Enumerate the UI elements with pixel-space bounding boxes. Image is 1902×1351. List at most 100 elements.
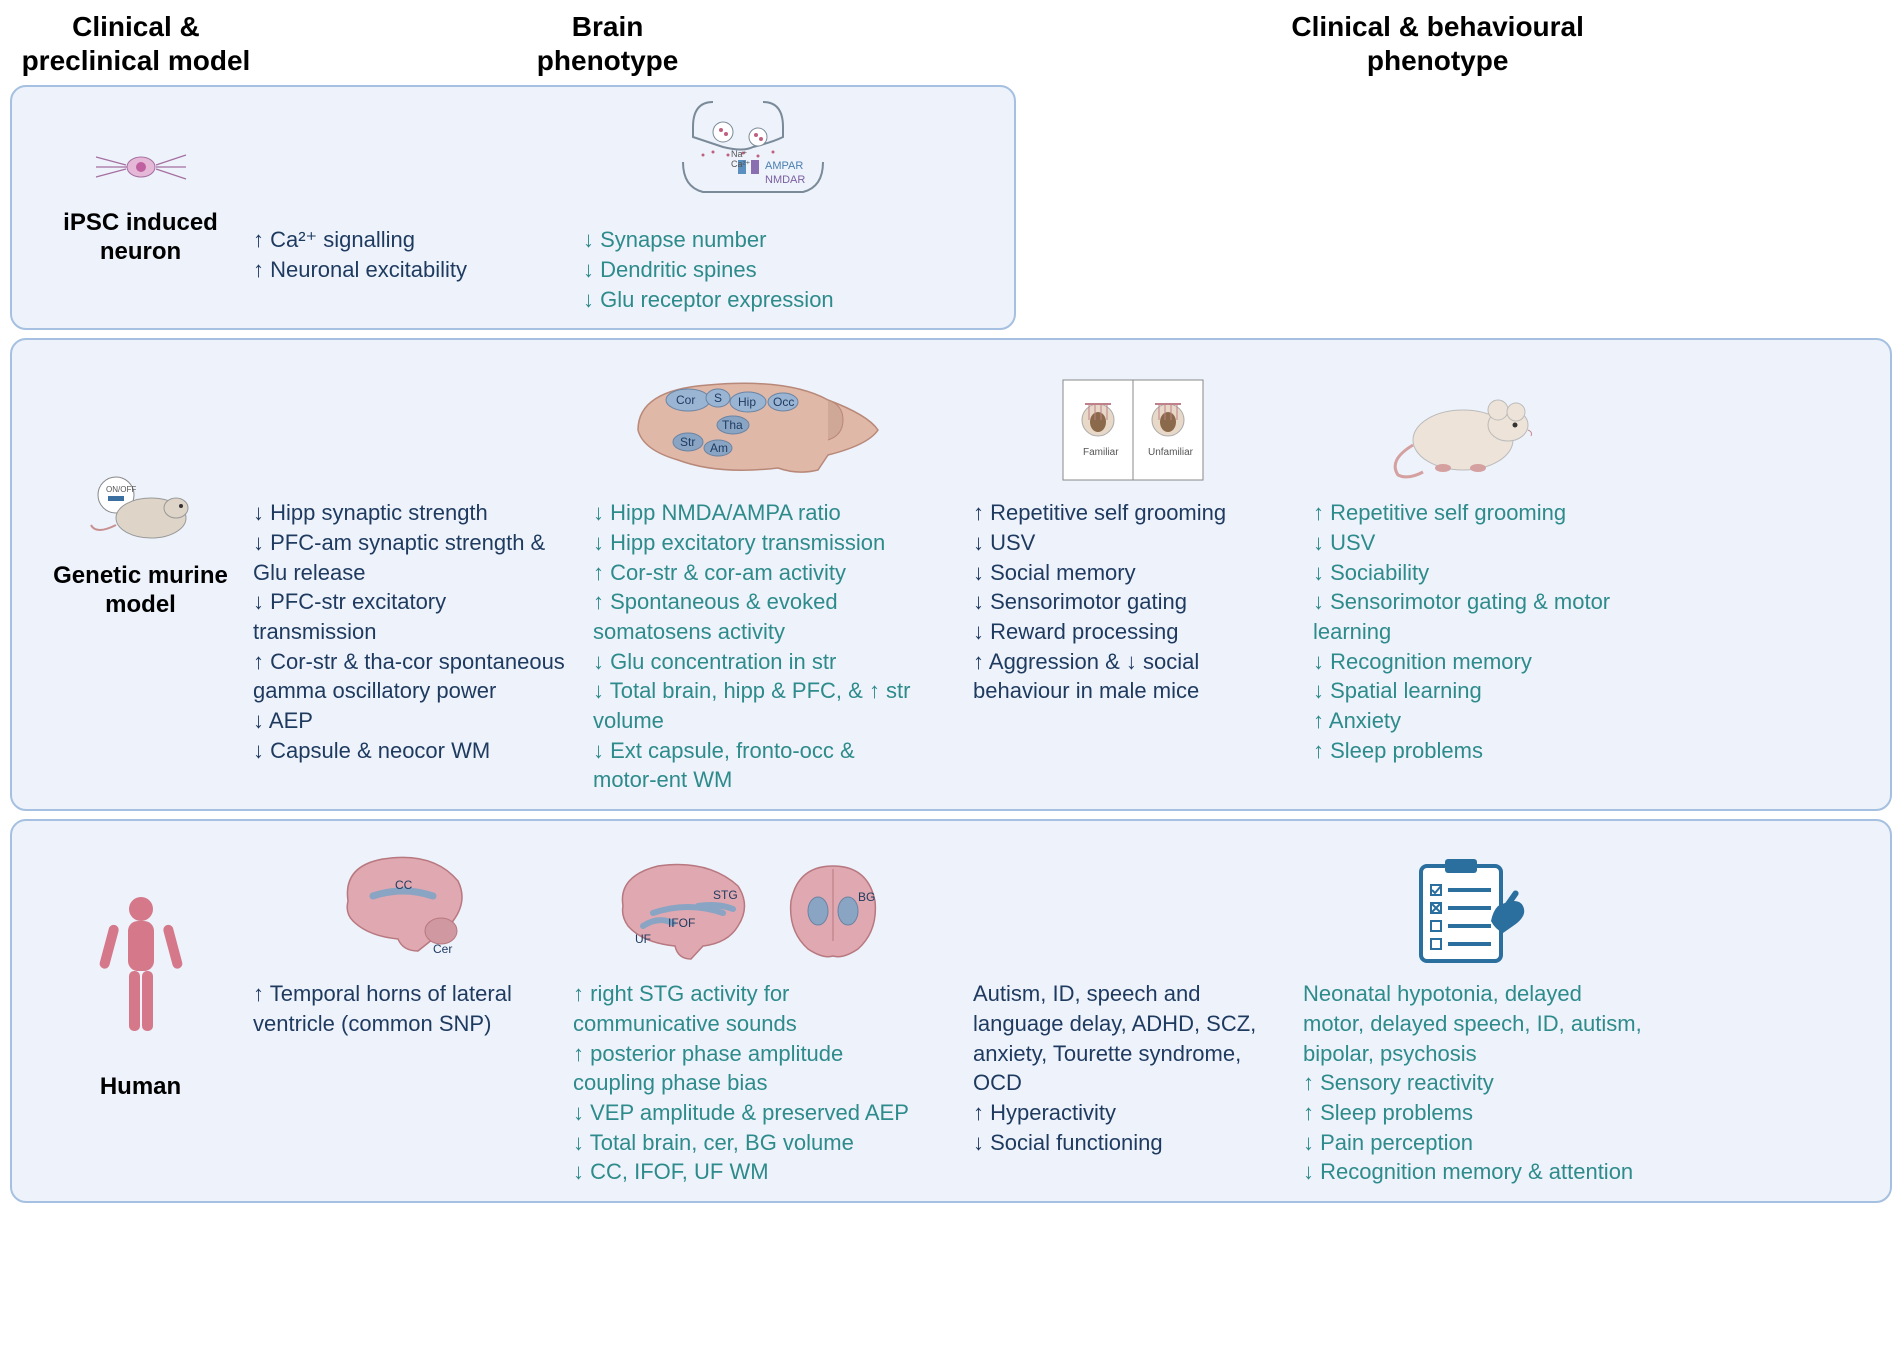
human-brain-sagittal-icon: CC Cer [253,831,553,971]
murine-brain-dark-1: ↓ PFC-am synaptic strength & Glu release [253,528,573,587]
rodent-brain-icon: Cor S Hip Occ Tha Str Am [593,350,923,490]
murine-behav-teal-7: ↑ Sleep problems [1313,736,1633,766]
ipsc-brain-dark-1: ↑ Neuronal excitability [253,255,563,285]
human-behav-dark-1: ↑ Hyperactivity [973,1098,1283,1128]
human-behav-teal-2: ↑ Sleep problems [1303,1098,1643,1128]
panel-human: Human CC Cer ↑ Temporal horns of lateral… [10,819,1892,1203]
ipsc-label: iPSC induced neuron [63,209,218,267]
svg-text:Ca²⁺: Ca²⁺ [731,159,751,169]
human-behav-dark-spacer [973,831,1283,971]
murine-behav-teal-5: ↓ Spatial learning [1313,676,1633,706]
header-behaviour-line1: Clinical & behavioural [1291,11,1584,42]
ipsc-content: ↑ Ca²⁺ signalling ↑ Neuronal excitabilit… [253,97,998,314]
murine-behav-teal-4: ↓ Recognition memory [1313,647,1633,677]
svg-text:ON/OFF: ON/OFF [106,485,136,494]
human-brain-teal-3: ↓ Total brain, cer, BG volume [573,1128,923,1158]
ampar-label: AMPAR [765,160,803,172]
svg-text:Cor: Cor [676,393,695,407]
svg-text:S: S [714,391,722,405]
human-body-icon [96,891,186,1061]
human-behav-dark-2: ↓ Social functioning [973,1128,1283,1158]
header-model-line2: preclinical model [22,45,251,76]
murine-brain-dark-spacer [253,350,573,490]
murine-behav-dark: Familiar Unfamiliar ↑ Repetitive self gr… [943,350,1293,795]
murine-brain-dark-2: ↓ PFC-str excitatory transmission [253,587,573,646]
svg-text:BG: BG [858,890,875,904]
svg-text:IFOF: IFOF [668,916,695,930]
ipsc-brain-teal-0: ↓ Synapse number [583,225,923,255]
murine-behav-teal-3: ↓ Sensorimotor gating & motor learning [1313,587,1633,646]
ipsc-brain-teal-2: ↓ Glu receptor expression [583,285,923,315]
human-brain-teal-2: ↓ VEP amplitude & preserved AEP [573,1098,923,1128]
murine-brain-teal-0: ↓ Hipp NMDA/AMPA ratio [593,498,923,528]
murine-content: ↓ Hipp synaptic strength ↓ PFC-am synapt… [253,350,1874,795]
svg-text:Tha: Tha [722,418,743,432]
human-brain-teal-0: ↑ right STG activity for communicative s… [573,979,923,1038]
three-chamber-icon: Familiar Unfamiliar [973,350,1293,490]
header-behaviour: Clinical & behavioural phenotype [953,10,1892,77]
murine-brain-dark-4: ↓ AEP [253,706,573,736]
human-behav-teal-0: Neonatal hypotonia, delayed motor, delay… [1303,979,1643,1068]
ipsc-brain-dark-spacer [253,97,563,217]
murine-brain-teal-1: ↓ Hipp excitatory transmission [593,528,923,558]
header-brain: Brain phenotype [262,10,953,77]
human-brain-lateral-coronal-icon: UF IFOF STG BG [573,831,923,971]
svg-text:Am: Am [710,441,728,455]
human-content: CC Cer ↑ Temporal horns of lateral ventr… [253,831,1874,1187]
human-label: Human [100,1073,181,1102]
murine-behav-teal-6: ↑ Anxiety [1313,706,1633,736]
svg-text:Familiar: Familiar [1083,447,1119,458]
murine-label-line2: model [105,591,176,618]
murine-brain-teal-6: ↓ Ext capsule, fronto-occ & motor-ent WM [593,736,923,795]
ipsc-brain-teal: Na⁺ Ca²⁺ AMPAR NMDAR ↓ Synapse number ↓ … [583,97,923,314]
human-behav-dark: Autism, ID, speech and language delay, A… [943,831,1283,1187]
clipboard-icon [1303,831,1643,971]
header-brain-line2: phenotype [537,45,679,76]
neuron-icon [86,137,196,197]
murine-label: Genetic murine model [53,562,228,620]
ipsc-brain-dark: ↑ Ca²⁺ signalling ↑ Neuronal excitabilit… [253,97,563,314]
murine-brain-teal: Cor S Hip Occ Tha Str Am ↓ Hipp NMDA/AMP… [593,350,923,795]
murine-behav-dark-2: ↓ Social memory [973,558,1293,588]
murine-behav-teal-1: ↓ USV [1313,528,1633,558]
header-brain-line1: Brain [572,11,644,42]
human-behav-teal-3: ↓ Pain perception [1303,1128,1643,1158]
panel-murine: ON/OFF Genetic murine model ↓ Hipp synap… [10,338,1892,811]
ipsc-label-line2: neuron [100,238,181,265]
ipsc-label-line1: iPSC induced [63,209,218,236]
murine-behav-dark-5: ↑ Aggression & ↓ social behaviour in mal… [973,647,1293,706]
human-behav-teal: Neonatal hypotonia, delayed motor, delay… [1303,831,1643,1187]
header-row: Clinical & preclinical model Brain pheno… [10,10,1892,77]
human-brain-teal: UF IFOF STG BG ↑ right STG activity for … [573,831,923,1187]
svg-text:Cer: Cer [433,942,452,956]
synapse-icon: Na⁺ Ca²⁺ AMPAR NMDAR [583,97,923,217]
murine-brain-teal-3: ↑ Spontaneous & evoked somatosens activi… [593,587,923,646]
svg-text:UF: UF [635,932,651,946]
murine-behav-dark-3: ↓ Sensorimotor gating [973,587,1293,617]
ipsc-brain-teal-1: ↓ Dendritic spines [583,255,923,285]
human-behav-dark-0: Autism, ID, speech and language delay, A… [973,979,1283,1098]
murine-behav-teal-2: ↓ Sociability [1313,558,1633,588]
murine-brain-dark-5: ↓ Capsule & neocor WM [253,736,573,766]
mouse-icon [1313,350,1633,490]
human-brain-dark: CC Cer ↑ Temporal horns of lateral ventr… [253,831,553,1187]
nmdar-label: NMDAR [765,174,805,186]
human-brain-dark-0: ↑ Temporal horns of lateral ventricle (c… [253,979,553,1038]
svg-text:STG: STG [713,888,738,902]
human-brain-teal-4: ↓ CC, IFOF, UF WM [573,1157,923,1187]
svg-text:Hip: Hip [738,395,756,409]
murine-behav-dark-0: ↑ Repetitive self grooming [973,498,1293,528]
human-brain-teal-1: ↑ posterior phase amplitude coupling pha… [573,1039,923,1098]
svg-text:Unfamiliar: Unfamiliar [1148,447,1194,458]
murine-brain-dark: ↓ Hipp synaptic strength ↓ PFC-am synapt… [253,350,573,795]
murine-behav-dark-4: ↓ Reward processing [973,617,1293,647]
murine-brain-teal-4: ↓ Glu concentration in str [593,647,923,677]
murine-behav-dark-1: ↓ USV [973,528,1293,558]
human-model-col: Human [28,831,253,1102]
header-behaviour-line2: phenotype [1367,45,1509,76]
murine-brain-dark-0: ↓ Hipp synaptic strength [253,498,573,528]
murine-brain-dark-3: ↑ Cor-str & tha-cor spontaneous gamma os… [253,647,573,706]
svg-text:Na⁺: Na⁺ [731,149,748,159]
human-behav-teal-1: ↑ Sensory reactivity [1303,1068,1643,1098]
ipsc-model-col: iPSC induced neuron [28,97,253,267]
